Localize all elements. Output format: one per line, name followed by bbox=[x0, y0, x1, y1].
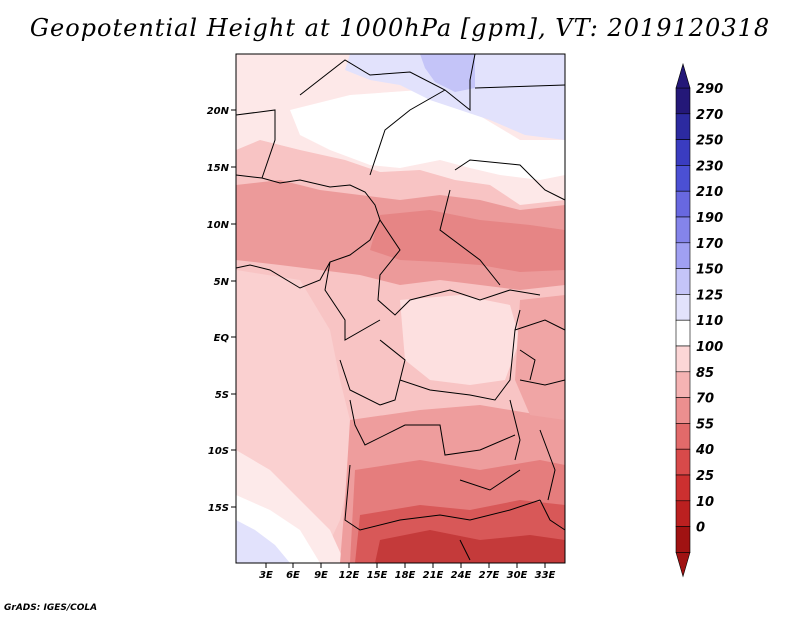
country-borders bbox=[235, 53, 566, 561]
grads-credit: GrADS: IGES/COLA bbox=[4, 603, 98, 613]
lon-label-33e: 33E bbox=[535, 570, 556, 581]
colorbar-swatch bbox=[675, 268, 691, 295]
colorbar-label: 85 bbox=[696, 366, 714, 381]
colorbar: 2902702502302101901701501251101008570554… bbox=[675, 62, 723, 578]
colorbar-label: 70 bbox=[696, 392, 714, 407]
lon-label-3e: 3E bbox=[259, 570, 273, 581]
field-blue-north bbox=[420, 54, 475, 92]
colorbar-swatch bbox=[675, 526, 691, 553]
colorbar-label: 125 bbox=[696, 288, 723, 303]
colorbar-bottom-arrow bbox=[675, 552, 691, 578]
colorbar-swatch bbox=[675, 242, 691, 269]
map-title: Geopotential Height at 1000hPa [gpm], VT… bbox=[29, 14, 771, 42]
lon-label-21e: 21E bbox=[423, 570, 444, 581]
colorbar-swatch bbox=[675, 165, 691, 192]
colorbar-swatch bbox=[675, 474, 691, 502]
colorbar-label: 290 bbox=[696, 82, 723, 97]
field-atlantic-blue bbox=[236, 520, 290, 563]
lon-label-6e: 6E bbox=[286, 570, 300, 581]
field-south-4 bbox=[375, 530, 565, 563]
colorbar-label: 55 bbox=[696, 417, 714, 432]
colorbar-swatch bbox=[675, 319, 691, 347]
lon-label-9e: 9E bbox=[314, 570, 328, 581]
lat-labels: 20N 15N 10N 5N EQ 5S 10S 15S bbox=[207, 106, 230, 514]
colorbar-label: 110 bbox=[696, 314, 723, 329]
colorbar-label: 190 bbox=[696, 211, 723, 226]
lat-label-10s: 10S bbox=[208, 446, 229, 457]
colorbar-top-arrow bbox=[675, 62, 691, 89]
lon-label-18e: 18E bbox=[395, 570, 416, 581]
lon-label-27e: 27E bbox=[479, 570, 500, 581]
map-frame bbox=[235, 53, 566, 564]
field-blue-north-east bbox=[475, 54, 565, 100]
lat-ticks bbox=[231, 109, 236, 508]
colorbar-swatch bbox=[675, 87, 691, 115]
colorbar-label: 25 bbox=[696, 469, 714, 484]
colorbar-label: 150 bbox=[696, 263, 723, 278]
colorbar-swatch bbox=[675, 500, 691, 527]
colorbar-swatch bbox=[675, 397, 691, 424]
lat-label-5s: 5S bbox=[215, 390, 229, 401]
colorbar-swatch bbox=[675, 190, 691, 218]
field-sahel-inner bbox=[370, 210, 565, 272]
lat-label-15s: 15S bbox=[208, 503, 229, 514]
lon-label-24e: 24E bbox=[451, 570, 472, 581]
lon-label-15e: 15E bbox=[367, 570, 388, 581]
colorbar-label: 0 bbox=[696, 521, 705, 536]
lat-label-10n: 10N bbox=[207, 220, 230, 231]
map-panel bbox=[235, 53, 566, 564]
lon-label-12e: 12E bbox=[339, 570, 360, 581]
lon-labels: 3E 6E 9E 12E 15E 18E 21E 24E 27E 30E 33E bbox=[259, 570, 555, 581]
colorbar-label: 170 bbox=[696, 237, 723, 252]
lat-label-20n: 20N bbox=[207, 106, 230, 117]
colorbar-swatch bbox=[675, 113, 691, 140]
colorbar-swatch bbox=[675, 448, 691, 476]
colorbar-swatch bbox=[675, 139, 691, 166]
lon-label-30e: 30E bbox=[507, 570, 528, 581]
lat-label-5n: 5N bbox=[214, 277, 230, 288]
lat-label-eq: EQ bbox=[214, 333, 230, 344]
lon-ticks bbox=[265, 563, 546, 568]
colorbar-swatch bbox=[675, 345, 691, 373]
colorbar-label: 250 bbox=[696, 134, 723, 149]
colorbar-label: 40 bbox=[695, 443, 714, 458]
colorbar-label: 100 bbox=[696, 340, 723, 355]
colorbar-swatch bbox=[675, 294, 691, 321]
colorbar-swatch bbox=[675, 216, 691, 244]
colorbar-label: 210 bbox=[696, 185, 723, 200]
field-white-sahara bbox=[290, 90, 565, 180]
field-congo bbox=[400, 295, 520, 385]
colorbar-label: 230 bbox=[696, 159, 723, 174]
colorbar-swatch bbox=[675, 423, 691, 450]
lat-label-15n: 15N bbox=[207, 163, 230, 174]
colorbar-label: 270 bbox=[696, 108, 723, 123]
colorbar-label: 10 bbox=[696, 495, 714, 510]
colorbar-swatch bbox=[675, 371, 691, 398]
